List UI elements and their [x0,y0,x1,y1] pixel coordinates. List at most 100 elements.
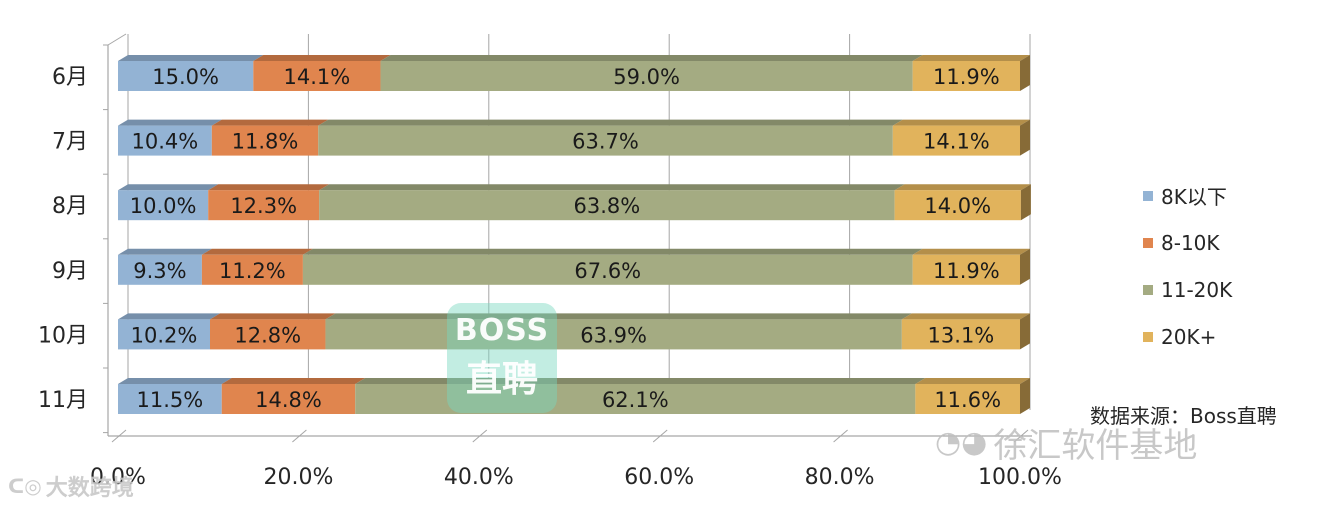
legend-label: 8-10K [1161,230,1220,255]
bar-segment-top [210,313,336,320]
bar-segment [912,61,1020,91]
x-tick-label: 60.0% [624,465,694,490]
bar-segment-top [118,313,221,320]
bar-segment-top [118,248,212,255]
x-tick-mark [652,429,668,443]
data-label: 11.5% [137,388,204,412]
bar-segment [118,254,202,285]
bar-segment-top [915,378,1030,384]
boss-watermark-line1: BOSS [454,313,550,348]
bar-segment-top [912,248,1030,255]
bar-segment-side [1020,184,1031,221]
data-label: 67.6% [574,259,641,283]
x-tick-mark [833,429,848,443]
data-label: 14.1% [923,130,990,154]
data-label: 12.8% [234,323,301,347]
bar-segment [355,384,916,414]
data-label: 62.1% [602,388,669,412]
bar-segment [318,125,893,156]
bar-segment [380,61,913,91]
data-label: 10.2% [131,323,198,347]
bar-segment-top [118,119,222,126]
bar-segment [912,254,1020,285]
legend: 8K以下 8-10K 11-20K 20K+ [1143,172,1232,360]
data-label: 11.8% [232,130,299,154]
weibo-watermark-text: 大数跨境 [45,476,134,501]
bar-segment-top [380,55,923,61]
bar-segment-top [201,248,313,255]
legend-label: 11-20K [1161,277,1233,302]
bar-segment-top [118,55,264,61]
wechat-watermark-text: 徐汇软件基地 [993,426,1198,466]
bar-segment-top [318,119,903,126]
data-label: 59.0% [613,65,680,89]
wall-edge [107,33,127,46]
bar-segment-top [253,55,391,61]
x-tick-label: 20.0% [263,465,333,490]
bar-segment-top [208,184,330,191]
bar-segment-side [1020,55,1030,91]
data-label: 11.9% [933,259,1000,283]
bar-segment [208,190,320,221]
y-tick-label: 10月 [38,323,88,348]
legend-item: 11-20K [1143,266,1232,313]
legend-swatch [1143,331,1153,342]
x-tick-mark [472,429,488,443]
data-label: 15.0% [152,65,219,89]
bar-segment-side [1020,313,1030,350]
data-label: 10.4% [132,130,199,154]
x-tick-label: 0.0% [90,465,146,490]
bar-segment-top [355,378,926,384]
y-tick-label: 9月 [52,259,88,284]
data-label: 9.3% [133,259,186,283]
bar-segment-top [892,119,1030,126]
bar-segment-side [1020,248,1030,285]
y-tick-label: 6月 [52,65,88,90]
y-tick-label: 11月 [38,388,88,413]
bar-segment-top [221,378,366,384]
legend-item: 20K+ [1143,313,1232,360]
bar-segment [118,190,209,221]
legend-swatch [1143,284,1153,295]
bar-segment-top [211,119,329,126]
bar-segment-top [912,55,1030,61]
data-label: 12.3% [230,194,297,218]
legend-label: 20K+ [1161,324,1217,349]
bar-segment [901,319,1020,350]
data-label: 11.9% [933,65,1000,89]
x-tick-mark [1013,429,1029,443]
legend-item: 8-10K [1143,219,1232,266]
legend-swatch [1143,190,1153,201]
data-label: 14.8% [255,388,322,412]
bar-segment-side [1020,119,1030,156]
bar-segment [118,319,211,350]
bar-segment-side [1020,378,1030,414]
x-tick-label: 40.0% [444,465,514,490]
bar-segment-top [894,184,1031,191]
legend-swatch [1143,237,1153,248]
bar-segment-top [325,313,912,320]
bar-segment [319,190,895,221]
bar-segment-top [901,313,1030,320]
data-label: 14.1% [284,65,351,89]
bar-segment [325,319,902,350]
bar-segment [253,61,381,91]
bar-segment [118,125,212,156]
weibo-watermark: ᑕ◎ 大数跨境 [8,470,134,502]
legend-label: 8K以下 [1161,185,1227,209]
y-tick-label: 8月 [52,194,88,219]
data-label: 10.0% [130,194,197,218]
y-tick-label: 7月 [52,130,88,155]
x-tick-mark [292,429,307,443]
bar-segment [894,190,1021,221]
weibo-icon: ᑕ◎ [8,474,42,498]
boss-watermark: BOSS 直聘 [447,303,557,413]
bar-segment [915,384,1020,414]
bar-segment [892,125,1020,156]
bars [118,55,1031,414]
data-labels: 15.0% 14.1% 59.0% 11.9% 10.4% 11.8% 63.7% 14.1%… [130,65,1001,412]
data-label: 11.2% [219,259,286,283]
source-note: 数据来源：Boss直聘 [1090,404,1277,428]
x-tick-label: 100.0% [978,465,1062,490]
